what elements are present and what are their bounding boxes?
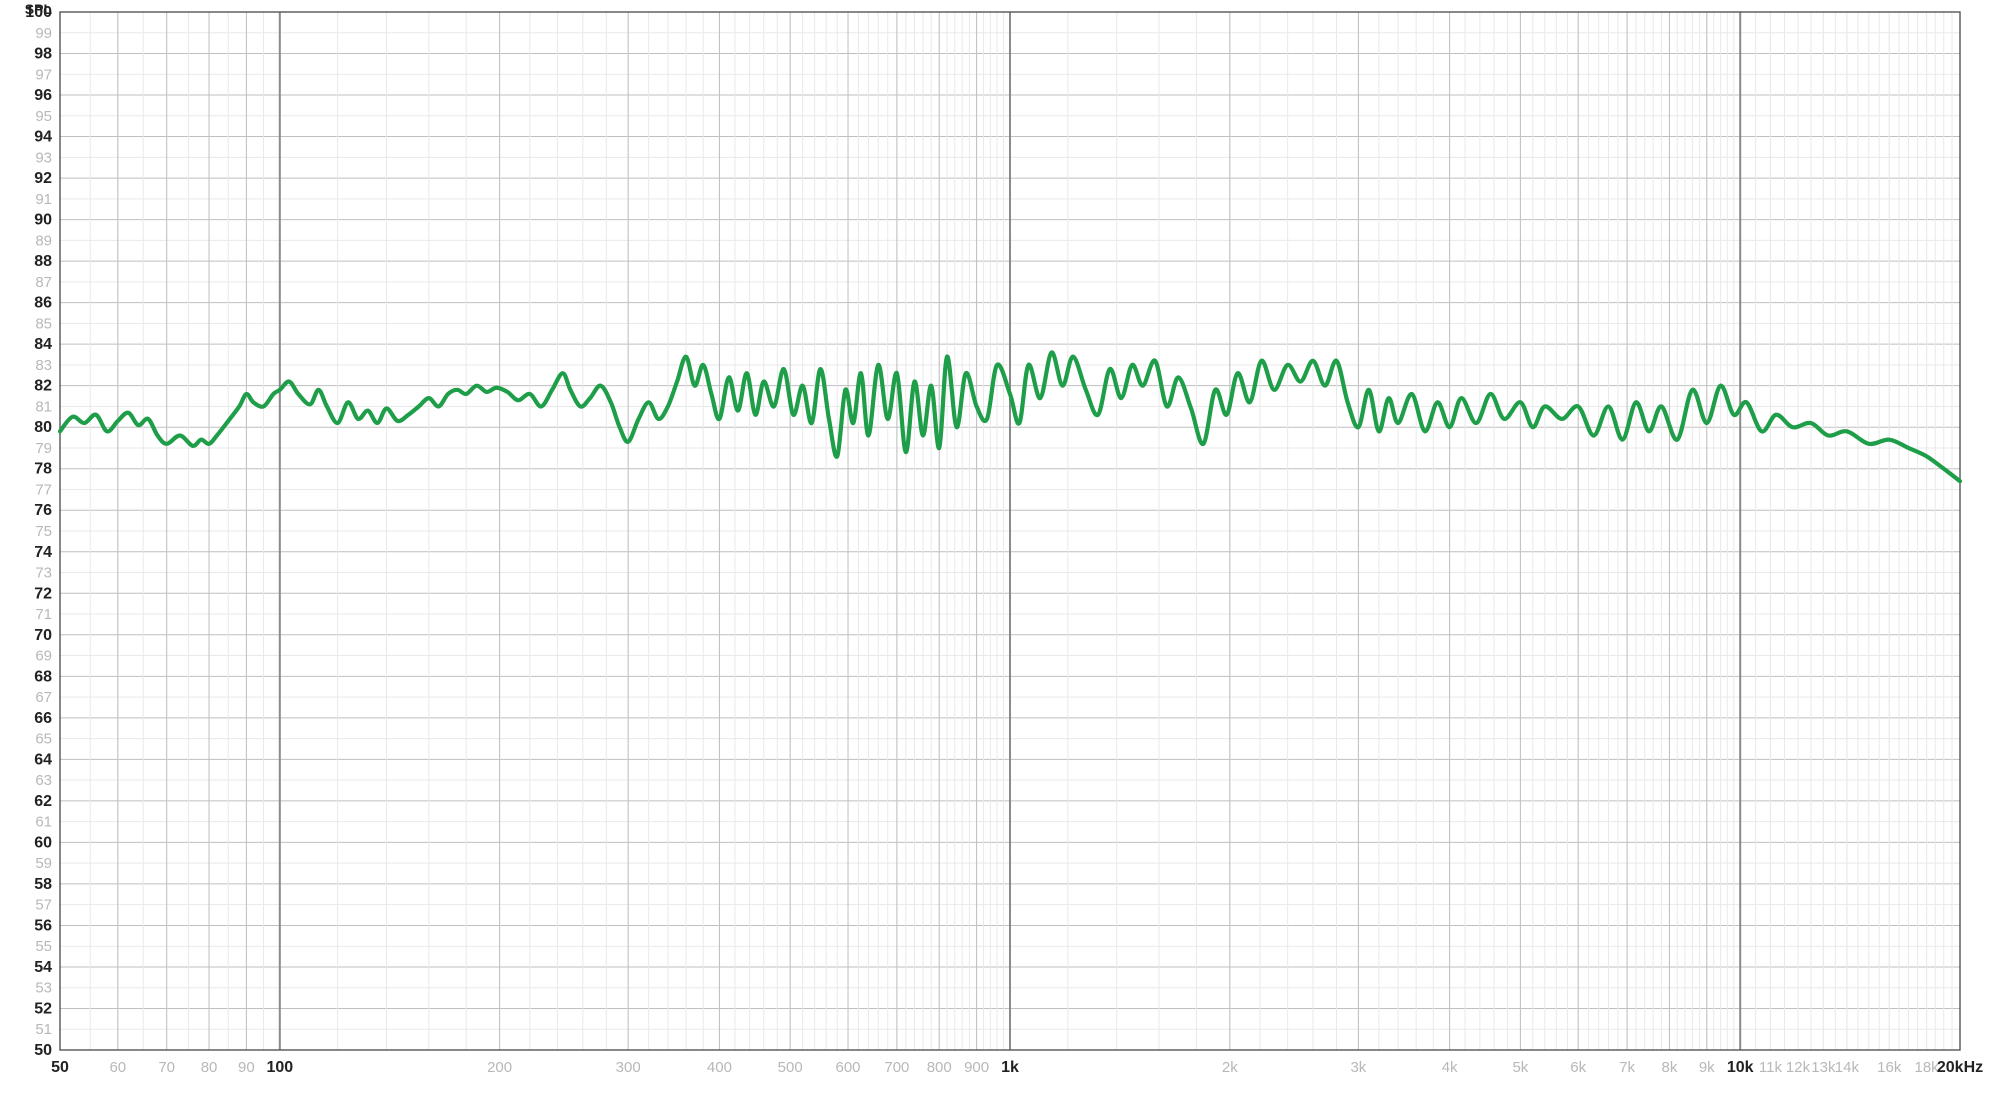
- y-tick-label: 96: [34, 87, 52, 104]
- x-tick-label: 50: [51, 1059, 69, 1076]
- y-tick-label: 93: [35, 149, 52, 166]
- x-tick-label: 11k: [1759, 1059, 1783, 1076]
- y-tick-label: 87: [35, 274, 52, 291]
- x-tick-label: 14k: [1835, 1059, 1860, 1076]
- y-tick-label: 86: [34, 295, 52, 312]
- y-tick-label: 64: [34, 751, 52, 768]
- x-tick-label: 200: [487, 1059, 512, 1076]
- y-tick-label: 98: [34, 46, 52, 63]
- y-tick-label: 58: [34, 876, 52, 893]
- x-tick-label: 90: [238, 1059, 255, 1076]
- y-tick-label: 63: [35, 772, 52, 789]
- y-tick-label: 51: [35, 1021, 52, 1038]
- y-tick-label: 77: [35, 481, 52, 498]
- y-tick-label: 68: [34, 668, 52, 685]
- y-tick-label: 61: [35, 814, 52, 831]
- y-tick-label: 90: [34, 212, 52, 229]
- y-tick-label: 60: [34, 834, 52, 851]
- y-tick-label: 95: [35, 108, 52, 125]
- x-tick-label: 1k: [1001, 1059, 1019, 1076]
- x-tick-label: 3k: [1350, 1059, 1366, 1076]
- x-tick-label: 12k: [1786, 1059, 1811, 1076]
- x-tick-label: 2k: [1222, 1059, 1238, 1076]
- chart-svg: 50 51 52 53 54 55 56 57 58 59 60 61 62 63 64 65 66 67 68 69…: [0, 0, 2000, 1098]
- x-tick-label: 600: [835, 1059, 860, 1076]
- x-tick-label: 70: [158, 1059, 175, 1076]
- y-tick-label: 80: [34, 419, 52, 436]
- frequency-response-chart: 50 51 52 53 54 55 56 57 58 59 60 61 62 63 64 65 66 67 68 69…: [0, 0, 2000, 1098]
- y-tick-label: 67: [35, 689, 52, 706]
- x-tick-label: 100: [266, 1059, 293, 1076]
- x-tick-label: 300: [616, 1059, 641, 1076]
- y-tick-label: 62: [34, 793, 52, 810]
- x-tick-label: 9k: [1699, 1059, 1715, 1076]
- x-tick-label: 800: [927, 1059, 952, 1076]
- y-tick-label: 75: [35, 523, 52, 540]
- y-tick-label: 82: [34, 378, 52, 395]
- y-tick-label: 76: [34, 502, 52, 519]
- y-tick-label: 85: [35, 315, 52, 332]
- y-tick-label: 78: [34, 461, 52, 478]
- y-tick-label: 66: [34, 710, 52, 727]
- y-tick-label: 79: [35, 440, 52, 457]
- y-tick-label: 74: [34, 544, 52, 561]
- y-tick-label: 59: [35, 855, 52, 872]
- y-tick-label: 55: [35, 938, 52, 955]
- x-tick-label: 900: [964, 1059, 989, 1076]
- y-tick-label: 99: [35, 25, 52, 42]
- y-tick-label: 91: [35, 191, 52, 208]
- y-tick-label: 57: [35, 897, 52, 914]
- x-tick-label: 60: [109, 1059, 126, 1076]
- x-tick-label: 7k: [1619, 1059, 1635, 1076]
- y-tick-label: 89: [35, 232, 52, 249]
- x-tick-label: 5k: [1512, 1059, 1528, 1076]
- y-tick-label: 50: [34, 1042, 52, 1059]
- x-tick-label: 4k: [1442, 1059, 1458, 1076]
- y-tick-label: 53: [35, 980, 52, 997]
- y-tick-label: 54: [34, 959, 52, 976]
- x-tick-label: 10k: [1727, 1059, 1754, 1076]
- y-tick-label: 72: [34, 585, 52, 602]
- y-axis-title: SPL: [25, 1, 53, 17]
- y-tick-label: 81: [35, 398, 52, 415]
- x-tick-label: 8k: [1662, 1059, 1678, 1076]
- x-tick-label: 700: [884, 1059, 909, 1076]
- y-tick-label: 83: [35, 357, 52, 374]
- y-tick-label: 65: [35, 731, 52, 748]
- x-tick-label: 18k: [1914, 1059, 1939, 1076]
- x-tick-label: 500: [778, 1059, 803, 1076]
- y-tick-label: 52: [34, 1000, 52, 1017]
- x-tick-label: 16k: [1877, 1059, 1902, 1076]
- y-tick-label: 88: [34, 253, 52, 270]
- y-tick-label: 84: [34, 336, 52, 353]
- y-tick-label: 73: [35, 565, 52, 582]
- y-tick-label: 56: [34, 917, 52, 934]
- y-tick-label: 97: [35, 66, 52, 83]
- x-tick-label: 400: [707, 1059, 732, 1076]
- y-tick-label: 70: [34, 627, 52, 644]
- x-tick-label: 6k: [1570, 1059, 1586, 1076]
- y-tick-label: 69: [35, 648, 52, 665]
- y-tick-label: 94: [34, 129, 52, 146]
- x-tick-label: 20kHz: [1937, 1059, 1983, 1076]
- y-tick-label: 92: [34, 170, 52, 187]
- y-tick-label: 71: [35, 606, 52, 623]
- x-tick-label: 13k: [1811, 1059, 1836, 1076]
- x-tick-label: 80: [201, 1059, 218, 1076]
